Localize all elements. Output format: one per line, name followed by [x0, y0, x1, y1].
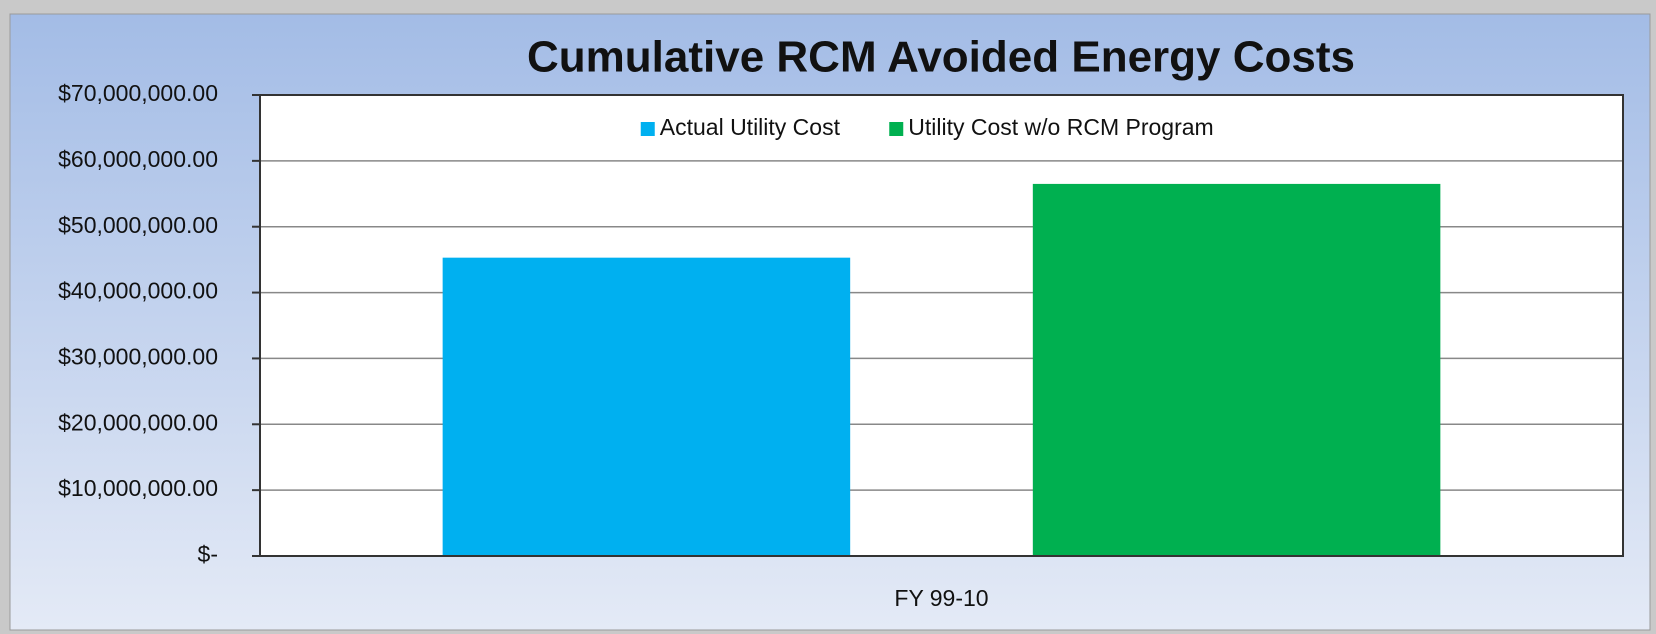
y-tick-label: $50,000,000.00 — [58, 212, 218, 238]
y-tick-label: $70,000,000.00 — [58, 80, 218, 106]
legend-label: Actual Utility Cost — [660, 114, 841, 140]
y-tick-label: $30,000,000.00 — [58, 344, 218, 370]
y-tick-label: $- — [198, 541, 218, 567]
plot-border — [259, 94, 1624, 557]
y-tick-label: $60,000,000.00 — [58, 146, 218, 172]
x-tick-label: FY 99-10 — [894, 585, 988, 611]
y-tick-label: $40,000,000.00 — [58, 278, 218, 304]
bar — [442, 257, 851, 556]
chart-title: Cumulative RCM Avoided Energy Costs — [527, 33, 1355, 82]
legend-swatch — [640, 122, 655, 136]
y-tick-label: $20,000,000.00 — [58, 409, 218, 435]
legend-label: Utility Cost w/o RCM Program — [908, 114, 1213, 140]
y-tick-label: $10,000,000.00 — [58, 475, 218, 501]
legend-swatch — [889, 122, 904, 136]
bar — [1032, 183, 1441, 556]
